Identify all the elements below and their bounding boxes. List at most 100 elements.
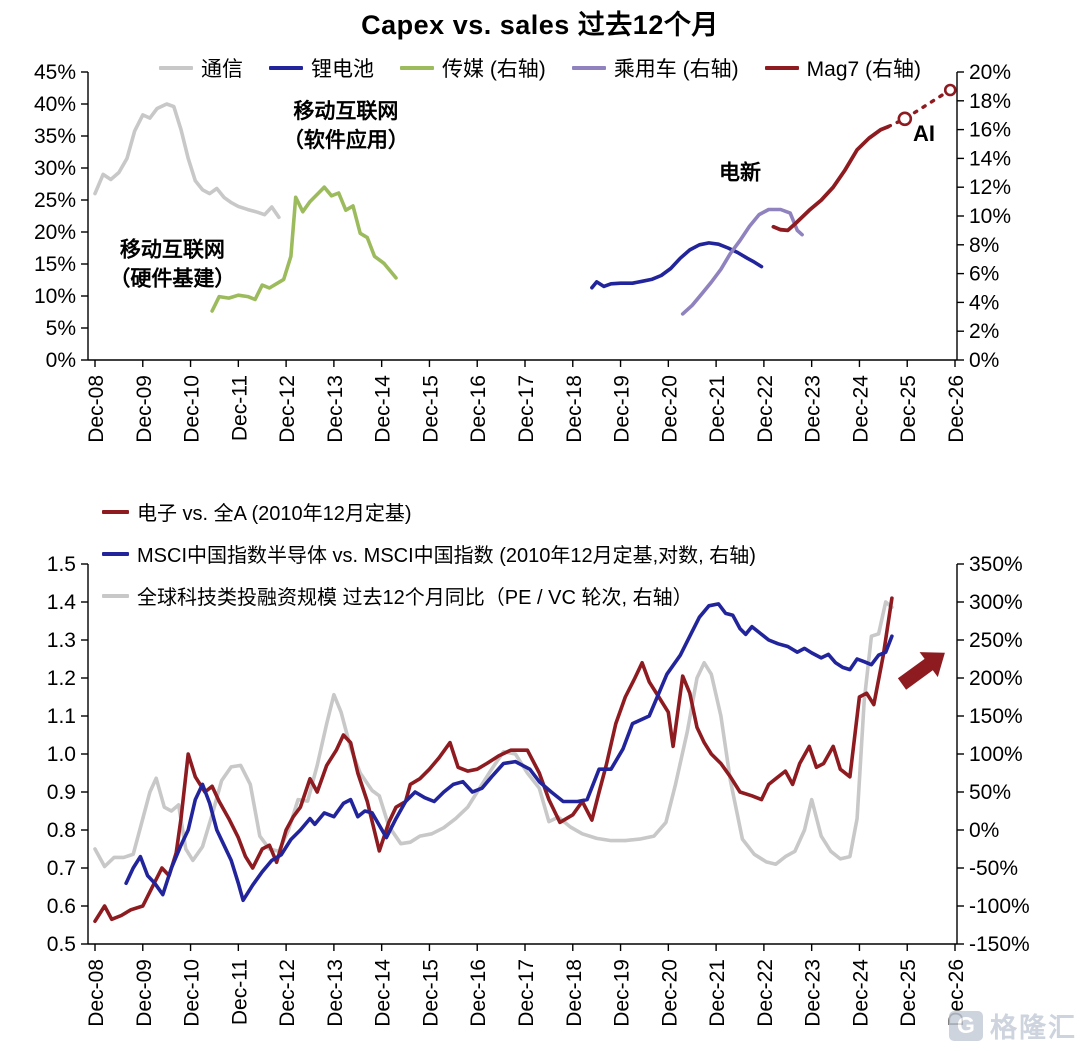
top-chart-legend: 通信 锂电池 传媒 (右轴) 乘用车 (右轴) Mag7 (右轴) [0,53,1080,83]
x-axis-label: Dec-16 [467,959,490,1027]
left-axis-label: 40% [34,93,76,116]
left-axis-label: 1.0 [47,743,76,766]
chart-annotation: （硬件基建） [109,266,235,290]
right-axis-label: 0% [969,349,999,372]
x-axis-label: Dec-21 [706,375,729,443]
x-axis-label: Dec-21 [706,959,729,1027]
legend-swatch-icon [102,509,129,514]
x-axis-label: Dec-15 [419,959,442,1027]
right-axis-label: 2% [969,320,999,343]
x-axis-label: Dec-14 [372,959,395,1027]
x-axis-label: Dec-10 [181,959,204,1027]
x-axis-label: Dec-09 [133,375,156,443]
x-axis-label: Dec-16 [467,375,490,443]
chart-annotation: 移动互联网 [120,237,225,261]
series-li-battery [590,241,764,290]
left-axis-label: 5% [46,317,76,340]
x-axis-label: Dec-26 [945,959,968,1027]
series-mag7 [771,124,890,233]
bottom-chart-canvas: 1.5 1.4 1.3 1.2 1.1 1.0 0.9 0.8 0.7 0.6 0.5 350% 300… [47,553,1030,1027]
chart-annotation: 移动互联网 [293,99,398,123]
bottom-chart-legend: 电子 vs. 全A (2010年12月定基) MSCI中国指数半导体 vs. MS… [102,497,756,623]
legend-swatch-icon [764,66,799,70]
x-axis-label: Dec-19 [611,375,634,443]
left-axis-label: 0% [46,349,76,372]
legend-item: 传媒 (右轴) [399,53,546,83]
x-axis-label: Dec-10 [181,375,204,443]
top-chart-canvas: 45% 40% 35% 30% 25% 20% 15% 10% 5% 0% 20% 18% 16% 14%… [34,61,1011,443]
chart-annotation: （软件应用） [283,128,409,152]
legend-item: Mag7 (右轴) [764,53,921,83]
legend-item: 电子 vs. 全A (2010年12月定基) [102,497,756,526]
x-axis-label: Dec-23 [802,375,825,443]
left-axis-label: 0.7 [47,857,76,880]
gelonghui-logo-text: 格隆汇 [990,1013,1077,1043]
right-axis-label: 300% [969,591,1023,614]
right-axis-label: 18% [969,90,1011,113]
left-axis-label: 25% [34,189,76,212]
left-axis-label: 1.4 [47,591,77,614]
right-axis-label: -150% [969,933,1030,956]
gelonghui-watermark: G 格隆汇 [949,1006,1077,1045]
left-axis-label: 1.2 [47,667,76,690]
legend-label: Mag7 (右轴) [806,58,921,81]
right-axis-label: 10% [969,205,1011,228]
right-axis-label: -50% [969,857,1018,880]
legend-label: 通信 [200,58,243,81]
left-axis-label: 0.8 [47,819,76,842]
left-axis-label: 45% [34,61,76,84]
right-axis-label: 4% [969,291,999,314]
legend-label: 全球科技类投融资规模 过去12个月同比（PE / VC 轮次, 右轴） [137,587,693,609]
left-axis-label: 10% [34,285,76,308]
series-mag7-forecast-marker [897,111,913,127]
left-axis-label: 1.5 [47,553,76,576]
left-axis-label: 0.9 [47,781,76,804]
x-axis-label: Dec-20 [658,959,681,1027]
x-axis-label: Dec-26 [945,375,968,443]
x-axis-label: Dec-08 [85,375,108,443]
right-axis-label: 100% [969,743,1023,766]
legend-item: 全球科技类投融资规模 过去12个月同比（PE / VC 轮次, 右轴） [102,581,756,610]
series-telecom [93,102,281,220]
x-axis-label: Dec-14 [372,375,395,443]
x-axis-label: Dec-11 [228,375,251,441]
left-axis-label: 20% [34,221,76,244]
right-axis-label: 200% [969,667,1023,690]
series-vc-funding [93,600,894,869]
series-media [210,185,398,313]
x-axis-label: Dec-22 [754,375,777,443]
x-axis-label: Dec-17 [515,375,538,443]
right-axis-label: 8% [969,234,999,257]
legend-swatch-icon [399,66,434,70]
x-axis-label: Dec-25 [897,959,920,1027]
legend-swatch-icon [158,66,193,70]
x-axis-label: Dec-13 [324,375,347,443]
left-axis-label: 0.6 [47,895,76,918]
right-axis-label: 6% [969,263,999,286]
right-axis-label: -100% [969,895,1030,918]
x-axis-label: Dec-08 [85,959,108,1027]
right-axis-label: 50% [969,781,1011,804]
left-axis-label: 15% [34,253,76,276]
legend-label: 乘用车 (右轴) [613,58,739,81]
legend-item: 锂电池 [268,53,374,83]
legend-item: 通信 [158,53,243,83]
left-axis-label: 30% [34,157,76,180]
x-axis-label: Dec-12 [276,959,299,1027]
x-axis-label: Dec-23 [802,959,825,1027]
x-axis-label: Dec-11 [228,959,251,1025]
series-mag7-forecast-marker [943,83,957,97]
chart-annotation: AI [913,121,935,146]
legend-item: MSCI中国指数半导体 vs. MSCI中国指数 (2010年12月定基,对数,… [102,539,756,568]
series-passenger-car [680,207,804,316]
legend-swatch-icon [102,551,129,556]
chart-annotation: 电新 [719,161,761,185]
x-axis-label: Dec-24 [849,959,872,1027]
right-axis-label: 14% [969,147,1011,170]
right-axis-label: 0% [969,819,999,842]
up-right-arrow-annotation [897,652,945,690]
legend-label: 锂电池 [310,58,374,81]
left-axis-label: 1.3 [47,629,76,652]
left-axis-label: 1.1 [47,705,76,728]
x-axis-label: Dec-18 [563,375,586,443]
